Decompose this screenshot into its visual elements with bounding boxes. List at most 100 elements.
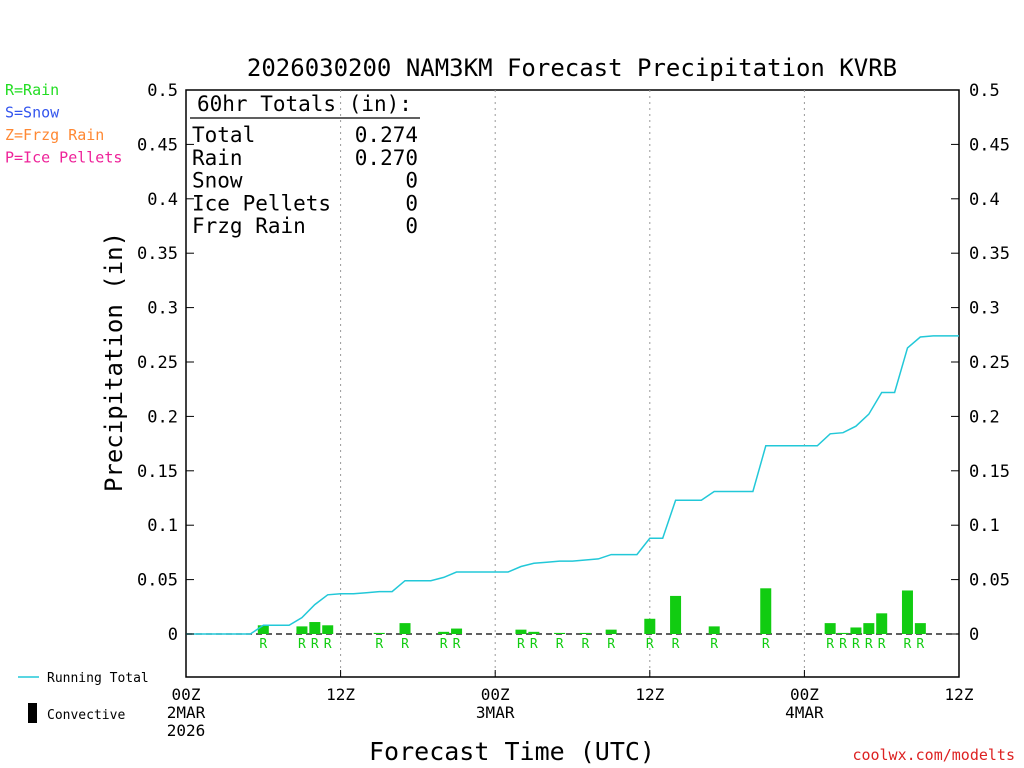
x-tick-label: 2026 [167, 721, 206, 740]
y-tick-label-right: 0 [969, 625, 979, 645]
y-tick-label-right: 0.15 [969, 462, 1010, 482]
precip-type-legend-item: P=Ice Pellets [5, 149, 122, 167]
precip-type-code: R [298, 637, 306, 652]
totals-row-value: 0.274 [355, 123, 418, 147]
totals-row-label: Total [192, 123, 255, 147]
precip-type-code: R [865, 637, 873, 652]
running-total-legend-label: Running Total [47, 671, 149, 686]
precip-type-code: R [259, 637, 267, 652]
x-tick-label: 00Z [790, 685, 819, 704]
precip-bars [257, 588, 926, 634]
chart-title: 2026030200 NAM3KM Forecast Precipitation… [247, 54, 897, 82]
y-tick-label-right: 0.45 [969, 135, 1010, 155]
precip-bar [863, 623, 875, 634]
precip-type-legend-item: R=Rain [5, 81, 59, 99]
y-tick-label-right: 0.25 [969, 353, 1010, 373]
precip-bar [528, 631, 540, 634]
precip-type-code: R [401, 637, 409, 652]
y-tick-label-left: 0.4 [147, 190, 178, 210]
precip-bar [850, 627, 862, 634]
x-tick-label: 4MAR [785, 703, 824, 722]
precip-type-code: R [672, 637, 680, 652]
y-tick-label-left: 0.15 [137, 462, 178, 482]
precip-type-code: R [762, 637, 770, 652]
precip-bar [257, 625, 269, 634]
precip-bar [914, 623, 926, 634]
y-tick-label-right: 0.05 [969, 571, 1010, 591]
precip-bar [438, 631, 450, 634]
precip-bar [451, 628, 463, 634]
precip-type-code: R [440, 637, 448, 652]
y-tick-label-left: 0.35 [137, 244, 178, 264]
precip-type-code: R [710, 637, 718, 652]
precip-type-code: R [852, 637, 860, 652]
x-tick-label: 12Z [635, 685, 664, 704]
precip-type-code: R [311, 637, 319, 652]
precip-type-legend-item: S=Snow [5, 104, 60, 122]
y-axis-label: Precipitation (in) [100, 232, 128, 492]
vertical-gridlines [340, 90, 805, 677]
totals-header: 60hr Totals (in): [197, 92, 412, 116]
precip-bar [515, 629, 527, 634]
y-tick-label-right: 0.2 [969, 407, 1000, 427]
x-tick-label: 00Z [481, 685, 510, 704]
totals-row-label: Frzg Rain [192, 214, 306, 238]
precip-bar [824, 623, 836, 634]
precip-type-code: R [916, 637, 924, 652]
y-tick-label-left: 0.05 [137, 571, 178, 591]
precip-bar [760, 588, 772, 634]
precip-type-code: R [556, 637, 564, 652]
precip-bar [296, 626, 308, 634]
precip-type-code: R [324, 637, 332, 652]
precip-type-code: R [607, 637, 615, 652]
running-total-line [186, 335, 959, 635]
y-tick-label-left: 0.5 [147, 81, 178, 101]
totals-row-label: Rain [192, 146, 243, 170]
convective-legend-swatch [28, 703, 37, 723]
totals-row-label: Snow [192, 169, 243, 193]
precip-type-code: R [878, 637, 886, 652]
y-tick-label-left: 0 [168, 625, 178, 645]
precip-bar [309, 622, 321, 634]
x-tick-label: 2MAR [167, 703, 206, 722]
x-tick-label: 3MAR [476, 703, 515, 722]
y-tick-label-right: 0.35 [969, 244, 1010, 264]
precip-type-code: R [826, 637, 834, 652]
precip-type-code: R [530, 637, 538, 652]
precip-type-code: R [375, 637, 383, 652]
y-tick-label-left: 0.3 [147, 299, 178, 319]
y-tick-label-left: 0.2 [147, 407, 178, 427]
precip-type-code: R [646, 637, 654, 652]
y-tick-label-left: 0.45 [137, 135, 178, 155]
watermark: coolwx.com/modelts [852, 746, 1015, 764]
precip-type-code: R [904, 637, 912, 652]
totals-rows: Total 0.274 Rain 0.270 Snow 0 Ice Pellets 0 Frzg… [192, 123, 418, 238]
precip-type-code: R [453, 637, 461, 652]
y-tick-label-left: 0.25 [137, 353, 178, 373]
totals-row-value: 0 [405, 169, 418, 193]
precip-bar [644, 618, 656, 634]
precip-type-code: R [517, 637, 525, 652]
convective-legend-label: Convective [47, 708, 125, 723]
precip-bar [708, 626, 720, 634]
y-axis-left: 0 0.05 0.1 0.15 0.2 0.25 0.3 0.35 0.4 0.45 0.5 [137, 81, 194, 645]
totals-box: 60hr Totals (in): Total 0.274 Rain 0.270 Sno… [190, 92, 420, 238]
totals-row-value: 0 [405, 214, 418, 238]
plot-frame [185, 89, 960, 678]
precip-type-legend: R=Rain S=Snow Z=Frzg Rain P=Ice Pellets [5, 81, 122, 167]
y-tick-label-right: 0.5 [969, 81, 1000, 101]
precip-bar [373, 632, 385, 634]
precip-bar [837, 632, 849, 634]
precip-bar [579, 632, 591, 634]
precip-bar [554, 632, 566, 634]
precip-bar [876, 613, 888, 634]
precip-bar [605, 629, 617, 634]
precip-type-code: R [581, 637, 589, 652]
y-axis-right: 0 0.05 0.1 0.15 0.2 0.25 0.3 0.35 0.4 0.45 0.5 [951, 81, 1010, 645]
precip-bar [901, 590, 913, 634]
y-tick-label-right: 0.3 [969, 299, 1000, 319]
precip-bar [322, 625, 334, 634]
